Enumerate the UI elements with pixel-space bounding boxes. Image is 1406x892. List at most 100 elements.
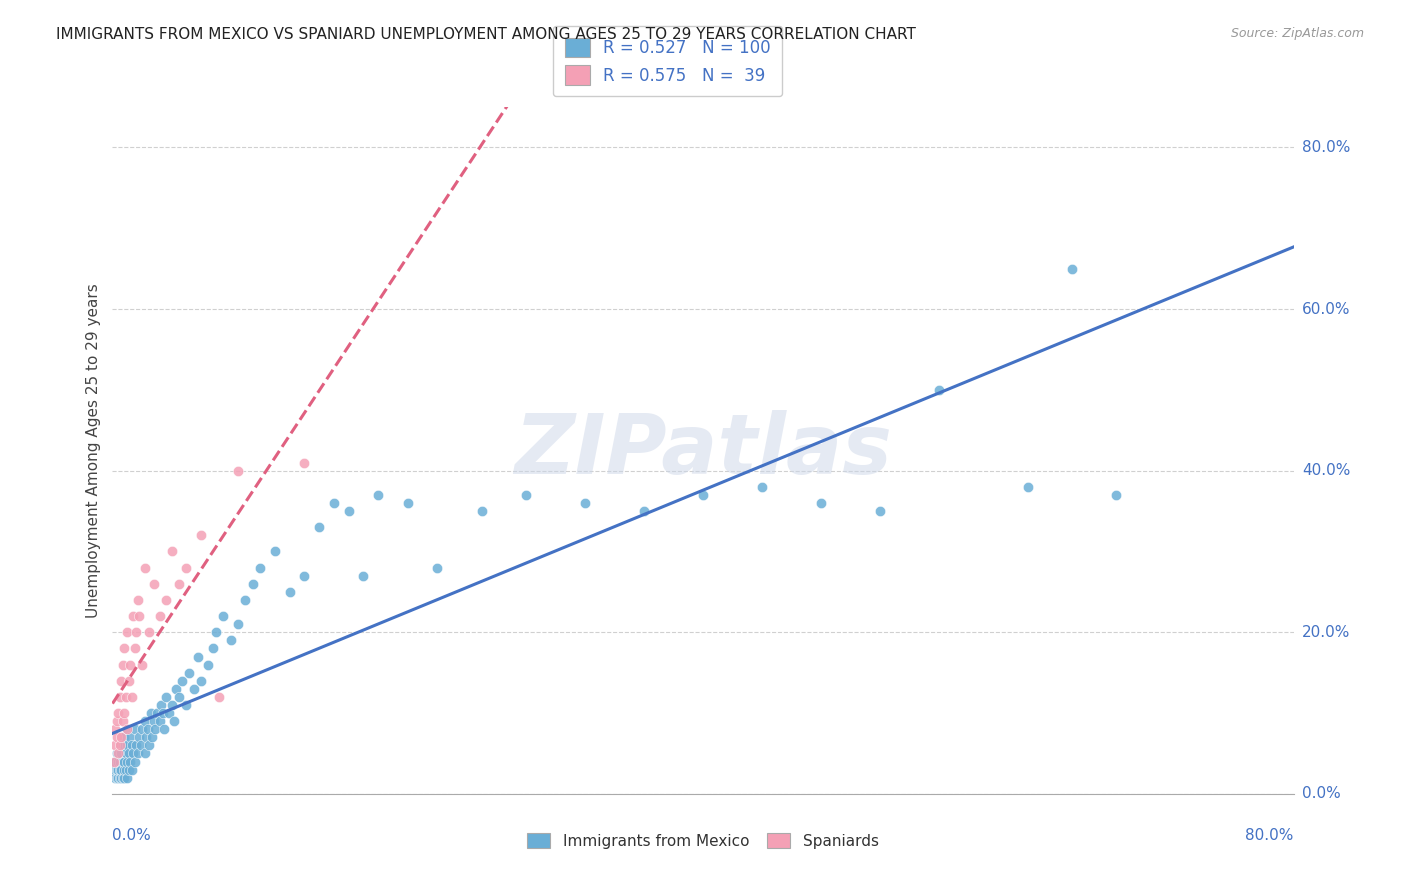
Point	[124, 755, 146, 769]
Point	[574, 496, 596, 510]
Point	[396, 496, 419, 510]
Point	[124, 641, 146, 656]
Point	[104, 771, 127, 785]
Point	[129, 739, 152, 753]
Point	[110, 673, 132, 688]
Point	[117, 723, 138, 737]
Point	[122, 609, 145, 624]
Point	[111, 657, 134, 672]
Point	[107, 747, 129, 761]
Point	[114, 763, 136, 777]
Point	[323, 496, 346, 510]
Point	[141, 731, 163, 745]
Text: IMMIGRANTS FROM MEXICO VS SPANIARD UNEMPLOYMENT AMONG AGES 25 TO 29 YEARS CORREL: IMMIGRANTS FROM MEXICO VS SPANIARD UNEMP…	[56, 27, 917, 42]
Point	[292, 456, 315, 470]
Point	[117, 771, 138, 785]
Point	[121, 763, 143, 777]
Point	[131, 657, 153, 672]
Point	[146, 706, 169, 720]
Point	[112, 706, 135, 720]
Point	[135, 731, 157, 745]
Text: 60.0%: 60.0%	[1302, 301, 1350, 317]
Point	[183, 681, 205, 696]
Point	[160, 544, 183, 558]
Point	[118, 747, 141, 761]
Point	[103, 763, 125, 777]
Point	[515, 488, 537, 502]
Point	[107, 763, 129, 777]
Point	[105, 731, 128, 745]
Point	[142, 714, 165, 728]
Point	[111, 714, 134, 728]
Point	[104, 755, 127, 769]
Point	[869, 504, 891, 518]
Point	[121, 690, 143, 704]
Point	[127, 593, 149, 607]
Point	[163, 714, 186, 728]
Point	[153, 723, 176, 737]
Point	[692, 488, 714, 502]
Legend: Immigrants from Mexico, Spaniards: Immigrants from Mexico, Spaniards	[522, 827, 884, 855]
Point	[112, 755, 135, 769]
Point	[120, 731, 142, 745]
Point	[219, 633, 242, 648]
Point	[114, 690, 136, 704]
Point	[103, 755, 125, 769]
Point	[121, 739, 143, 753]
Point	[107, 706, 129, 720]
Point	[1017, 480, 1039, 494]
Point	[751, 480, 773, 494]
Point	[165, 681, 187, 696]
Point	[104, 723, 127, 737]
Point	[170, 673, 193, 688]
Point	[114, 747, 136, 761]
Text: 40.0%: 40.0%	[1302, 463, 1350, 478]
Point	[142, 576, 165, 591]
Point	[112, 641, 135, 656]
Point	[278, 585, 301, 599]
Point	[149, 714, 172, 728]
Point	[139, 706, 162, 720]
Point	[143, 723, 166, 737]
Point	[157, 706, 180, 720]
Point	[167, 690, 190, 704]
Point	[122, 747, 145, 761]
Point	[111, 755, 134, 769]
Point	[264, 544, 287, 558]
Point	[110, 731, 132, 745]
Point	[190, 673, 212, 688]
Point	[197, 657, 219, 672]
Point	[128, 609, 150, 624]
Point	[138, 739, 160, 753]
Point	[111, 771, 134, 785]
Point	[118, 673, 141, 688]
Point	[149, 609, 172, 624]
Point	[190, 528, 212, 542]
Point	[108, 771, 131, 785]
Text: 0.0%: 0.0%	[1302, 787, 1340, 801]
Point	[633, 504, 655, 518]
Point	[108, 755, 131, 769]
Point	[138, 625, 160, 640]
Point	[167, 576, 190, 591]
Point	[308, 520, 330, 534]
Point	[117, 755, 138, 769]
Point	[105, 763, 128, 777]
Point	[233, 593, 256, 607]
Point	[174, 560, 197, 574]
Point	[810, 496, 832, 510]
Point	[128, 731, 150, 745]
Point	[134, 560, 156, 574]
Point	[150, 698, 173, 712]
Point	[104, 739, 127, 753]
Point	[212, 609, 235, 624]
Point	[124, 723, 146, 737]
Point	[110, 771, 132, 785]
Point	[367, 488, 389, 502]
Point	[155, 593, 177, 607]
Point	[125, 739, 148, 753]
Point	[242, 576, 264, 591]
Point	[108, 739, 131, 753]
Point	[110, 763, 132, 777]
Point	[470, 504, 494, 518]
